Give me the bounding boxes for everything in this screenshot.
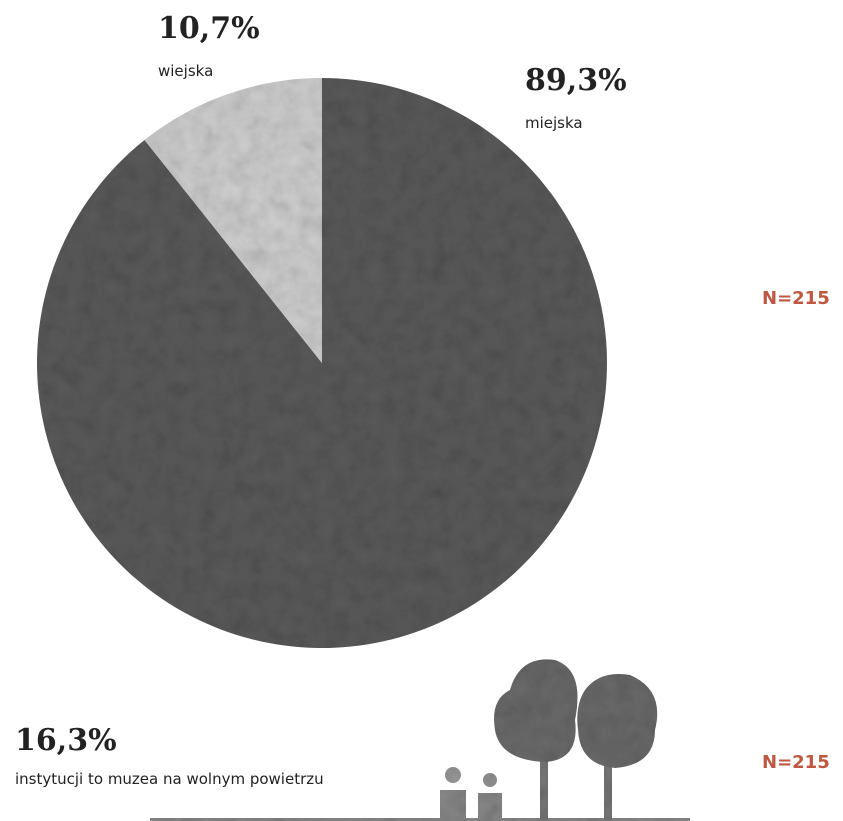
stat-sample-size: N=215 bbox=[762, 752, 830, 773]
slice-category-label: miejska bbox=[525, 114, 583, 132]
sample-size: N=215 bbox=[762, 288, 830, 309]
trees-illustration bbox=[150, 659, 690, 821]
pie-labels: 89,3% miejska 10,7% wiejska bbox=[158, 11, 627, 132]
stat-value: 16,3% bbox=[15, 723, 117, 758]
pie-slice bbox=[36, 78, 607, 648]
slice-value-label: 10,7% bbox=[158, 11, 260, 46]
pie-slice bbox=[144, 78, 322, 363]
pie bbox=[36, 78, 607, 648]
stat-text: instytucji to muzea na wolnym powietrzu bbox=[15, 770, 324, 788]
slice-value-label: 89,3% bbox=[525, 63, 627, 98]
slice-category-label: wiejska bbox=[158, 62, 213, 80]
